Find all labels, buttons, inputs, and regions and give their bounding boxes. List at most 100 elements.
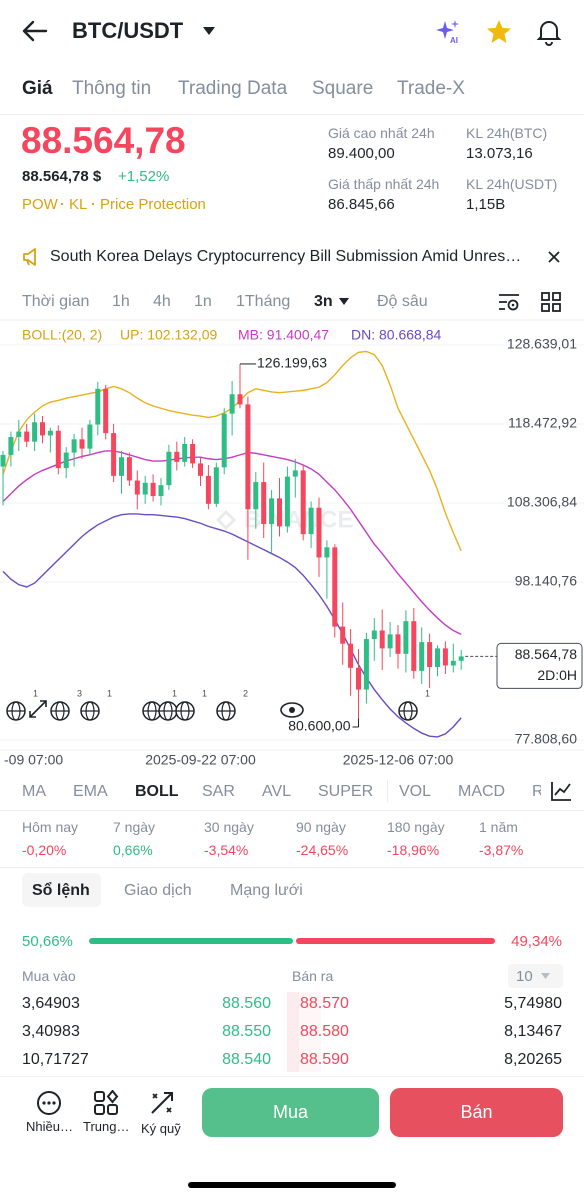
indicator-tab[interactable]: R bbox=[532, 784, 541, 800]
bid-price: 88.560 bbox=[222, 995, 271, 1012]
event-count: 3 bbox=[77, 688, 82, 698]
bid-price: 88.550 bbox=[222, 1023, 271, 1040]
candle-body bbox=[308, 507, 314, 535]
y-tick-label: 118.472,92 bbox=[508, 415, 577, 431]
candle-body bbox=[40, 422, 45, 436]
indicator-legend: BOLL:(20, 2) bbox=[22, 327, 102, 343]
home-indicator bbox=[188, 1182, 396, 1188]
period-change: -24,65% bbox=[296, 842, 349, 858]
back-button[interactable] bbox=[20, 19, 48, 43]
candle-body bbox=[150, 482, 156, 497]
sell-button[interactable]: Bán bbox=[390, 1088, 563, 1137]
indicator-tab[interactable]: MACD bbox=[458, 783, 506, 800]
layout-grid[interactable] bbox=[541, 292, 561, 312]
indicator-settings[interactable] bbox=[550, 780, 572, 802]
period-change: -3,54% bbox=[204, 842, 249, 858]
event-count: 2 bbox=[243, 688, 248, 698]
book-tab-active[interactable]: Sổ lệnh bbox=[32, 882, 90, 899]
ai-icon[interactable]: AI bbox=[435, 18, 463, 46]
margin-icon[interactable] bbox=[149, 1090, 175, 1116]
chart-settings[interactable] bbox=[497, 292, 521, 312]
depth-box[interactable] bbox=[508, 964, 563, 988]
watermark: BINANCE bbox=[244, 506, 353, 533]
book-tab[interactable]: Mạng lưới bbox=[230, 882, 303, 899]
interval[interactable]: 1Tháng bbox=[236, 293, 291, 310]
ask-price: 88.590 bbox=[300, 1051, 349, 1068]
indicator-tab-active[interactable]: BOLL bbox=[135, 783, 179, 800]
min-label: 80.600,00 bbox=[288, 718, 350, 734]
candle-body bbox=[95, 388, 101, 425]
ask-amount: 5,74980 bbox=[504, 995, 562, 1012]
price-tag-value: 88.564,78 bbox=[515, 646, 577, 662]
interval-active[interactable]: 3n bbox=[314, 293, 333, 310]
indicator-tab[interactable]: AVL bbox=[262, 783, 292, 800]
svg-text:AI: AI bbox=[450, 36, 458, 45]
action-label[interactable]: Nhiều… bbox=[26, 1119, 73, 1134]
action-label[interactable]: Trung… bbox=[83, 1119, 130, 1134]
usd-price: 88.564,78 $ bbox=[22, 168, 102, 185]
more-icon[interactable] bbox=[36, 1090, 62, 1116]
max-label: 126.199,63 bbox=[257, 355, 327, 371]
candle-body bbox=[142, 482, 148, 495]
tag[interactable]: POW bbox=[22, 196, 58, 213]
depth-select[interactable]: 10 bbox=[516, 968, 533, 985]
period: 180 ngày bbox=[387, 819, 445, 835]
ask-amount: 8,20265 bbox=[504, 1051, 562, 1068]
candle-body bbox=[119, 457, 124, 476]
y-tick-label: 108.306,84 bbox=[507, 494, 577, 510]
candle-body bbox=[261, 482, 267, 525]
stat-label: KL 24h(USDT) bbox=[466, 176, 558, 192]
tab[interactable]: Trading Data bbox=[178, 78, 288, 99]
event-count: 1 bbox=[107, 688, 112, 698]
indicator-legend: UP: 102.132,09 bbox=[120, 327, 218, 343]
favorite-star[interactable] bbox=[486, 19, 512, 45]
interval[interactable]: 1h bbox=[112, 293, 130, 310]
close-news[interactable] bbox=[547, 250, 561, 264]
sell-ratio-bar bbox=[296, 938, 495, 944]
y-tick-label: 128.639,01 bbox=[507, 336, 577, 352]
pair-dropdown[interactable] bbox=[202, 26, 216, 36]
interval[interactable]: 4h bbox=[153, 293, 171, 310]
indicator-tab[interactable]: VOL bbox=[399, 783, 432, 800]
indicator-legend: DN: 80.668,84 bbox=[351, 327, 441, 343]
depth-dropdown[interactable] bbox=[540, 972, 551, 980]
candle-body bbox=[0, 454, 6, 467]
candle-body bbox=[87, 424, 93, 449]
interval[interactable]: Độ sâu bbox=[377, 293, 428, 310]
action-label[interactable]: Ký quỹ bbox=[141, 1121, 181, 1136]
indicator-tab[interactable]: MA bbox=[22, 783, 46, 800]
tab[interactable]: Square bbox=[312, 78, 374, 99]
event-count: 1 bbox=[172, 688, 177, 698]
candle-body bbox=[363, 639, 369, 690]
hub-icon[interactable] bbox=[93, 1090, 119, 1116]
buy-button[interactable]: Mua bbox=[202, 1088, 379, 1137]
tag[interactable]: KL bbox=[69, 196, 88, 213]
stat-label: Giá cao nhất 24h bbox=[328, 125, 435, 141]
book-tab[interactable]: Giao dịch bbox=[124, 882, 192, 899]
tab[interactable]: Trade-X bbox=[397, 78, 465, 99]
price-change: +1,52% bbox=[118, 168, 170, 185]
indicator-tab[interactable]: SUPER bbox=[318, 783, 374, 800]
tag[interactable]: Price Protection bbox=[100, 196, 206, 213]
candle-body bbox=[300, 470, 306, 535]
buy-ratio: 50,66% bbox=[22, 933, 73, 950]
indicator-tab[interactable]: EMA bbox=[73, 783, 108, 800]
indicator-tab[interactable]: SAR bbox=[202, 783, 235, 800]
alert-bell[interactable] bbox=[536, 18, 562, 46]
interval[interactable]: 1n bbox=[194, 293, 212, 310]
period-change: -3,87% bbox=[479, 842, 524, 858]
stat-value: 1,15B bbox=[466, 196, 506, 213]
candle-body bbox=[182, 443, 188, 462]
tab[interactable]: Thông tin bbox=[72, 78, 152, 99]
tab-active[interactable]: Giá bbox=[22, 78, 53, 99]
interval[interactable]: Thời gian bbox=[22, 293, 90, 310]
depth-bar bbox=[287, 992, 299, 1072]
candle-body bbox=[205, 475, 211, 504]
y-tick-label: 98.140,76 bbox=[515, 573, 577, 589]
news-headline[interactable]: South Korea Delays Cryptocurrency Bill S… bbox=[50, 248, 522, 265]
interval-dropdown[interactable] bbox=[338, 297, 350, 306]
pair-title[interactable]: BTC/USDT bbox=[72, 18, 184, 43]
candle-body bbox=[174, 451, 180, 462]
candle-body bbox=[134, 480, 140, 495]
candle-body bbox=[166, 451, 172, 486]
